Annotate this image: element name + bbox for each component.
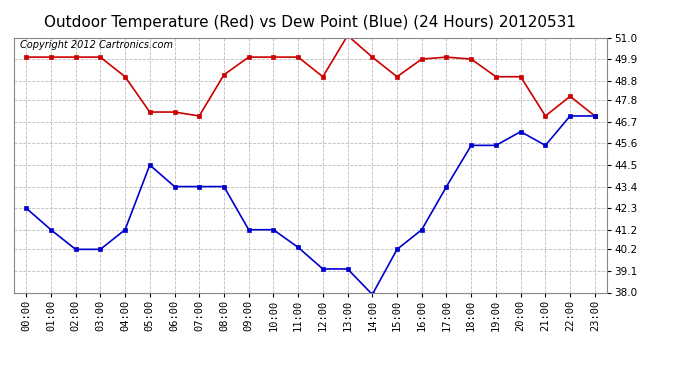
Text: Outdoor Temperature (Red) vs Dew Point (Blue) (24 Hours) 20120531: Outdoor Temperature (Red) vs Dew Point (… [44, 15, 577, 30]
Text: Copyright 2012 Cartronics.com: Copyright 2012 Cartronics.com [20, 40, 172, 50]
